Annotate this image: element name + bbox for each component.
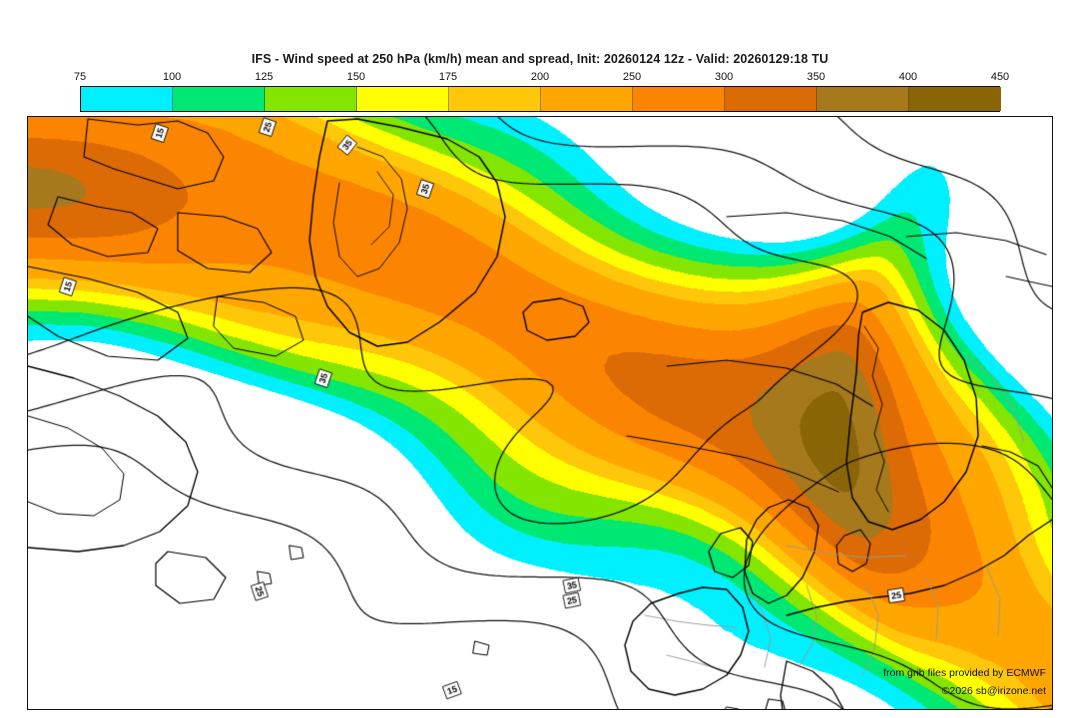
credit-copyright: ©2026 sb@irizone.net [941, 685, 1046, 697]
colorbar-swatch-250-300 [633, 87, 725, 111]
map-frame[interactable]: from grib files provided by ECMWF ©2026 … [27, 116, 1053, 710]
colorbar-tick-400: 400 [898, 71, 918, 83]
colorbar-tick-300: 300 [714, 71, 734, 83]
colorbar-swatch-150-175 [357, 87, 449, 111]
colorbar-tick-150: 150 [346, 71, 366, 83]
colorbar-bands [80, 86, 1001, 112]
credit-source: from grib files provided by ECMWF [883, 667, 1046, 679]
colorbar-swatch-400-450 [909, 87, 1001, 111]
colorbar: 75 100 125 150 175 200 250 300 350 400 450 [74, 71, 1009, 112]
colorbar-tick-200: 200 [530, 71, 550, 83]
colorbar-swatch-175-200 [449, 87, 541, 111]
colorbar-swatch-300-350 [725, 87, 817, 111]
page-title: IFS - Wind speed at 250 hPa (km/h) mean … [251, 52, 829, 66]
colorbar-swatch-125-150 [265, 87, 357, 111]
colorbar-tick-350: 350 [806, 71, 826, 83]
colorbar-swatch-75-100 [81, 87, 173, 111]
colorbar-tick-125: 125 [254, 71, 274, 83]
colorbar-tick-450: 450 [990, 71, 1010, 83]
colorbar-swatch-350-400 [817, 87, 909, 111]
map-plot[interactable] [28, 117, 1052, 709]
colorbar-swatch-200-250 [541, 87, 633, 111]
colorbar-tick-175: 175 [438, 71, 458, 83]
colorbar-swatch-100-125 [173, 87, 265, 111]
colorbar-tick-labels: 75 100 125 150 175 200 250 300 350 400 450 [74, 69, 1009, 85]
colorbar-tick-75: 75 [73, 71, 87, 83]
colorbar-tick-100: 100 [162, 71, 182, 83]
colorbar-tick-250: 250 [622, 71, 642, 83]
